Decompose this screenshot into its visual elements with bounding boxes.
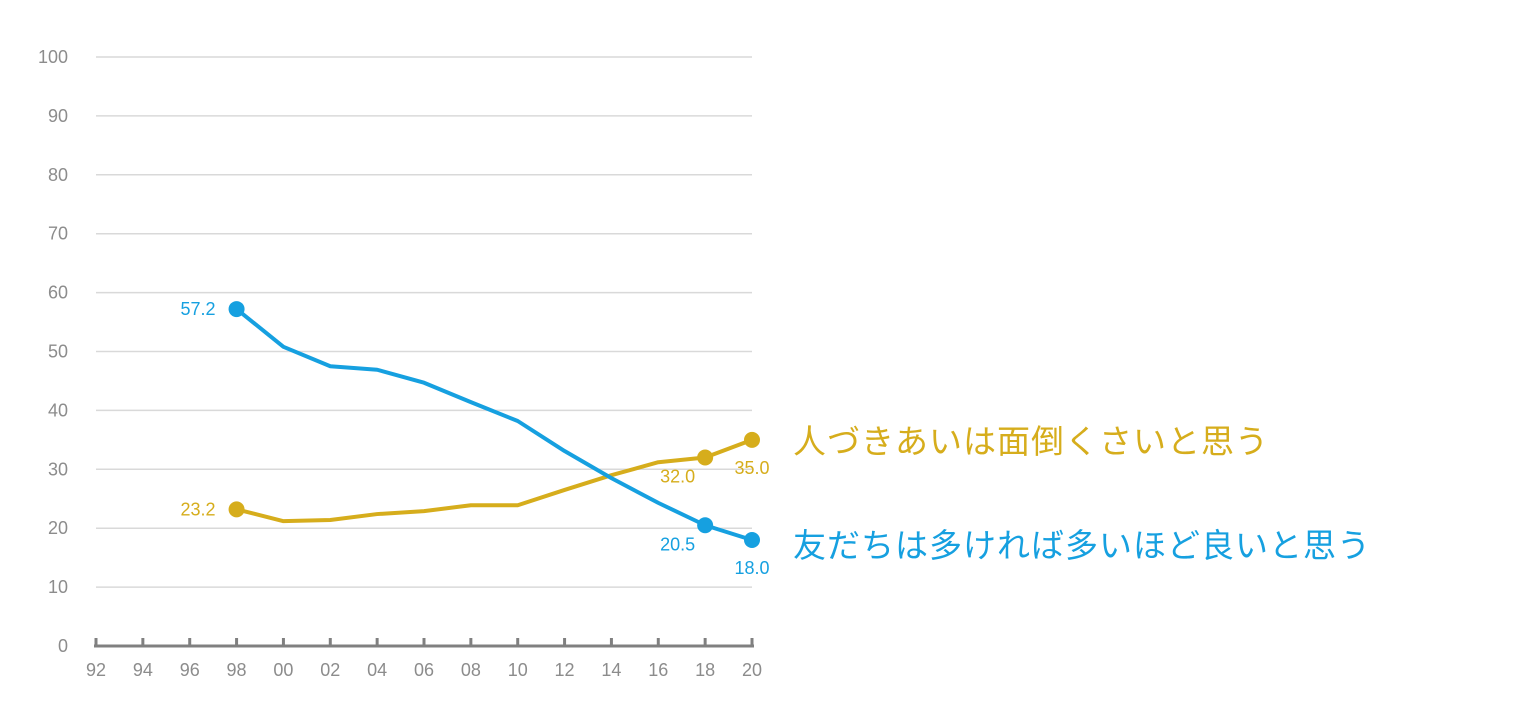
x-tick-label: 92 [86, 660, 106, 680]
x-tick-label: 10 [508, 660, 528, 680]
data-label: 32.0 [660, 467, 695, 487]
series-line-0 [236, 437, 753, 524]
data-label: 35.0 [734, 458, 769, 478]
legend-series-mendou: 人づきあいは面倒くさいと思う [793, 422, 1269, 461]
y-tick-label: 90 [48, 106, 68, 126]
y-tick-label: 60 [48, 283, 68, 303]
y-tick-label: 70 [48, 224, 68, 244]
y-tick-label: 0 [58, 636, 68, 656]
y-tick-label: 100 [38, 47, 68, 67]
x-tick-label: 20 [742, 660, 762, 680]
y-tick-label: 20 [48, 518, 68, 538]
data-label: 20.5 [660, 534, 695, 554]
legend-series-tomodachi: 友だちは多ければ多いほど良いと思う [793, 526, 1371, 565]
x-tick-label: 08 [461, 660, 481, 680]
x-tick-label: 94 [133, 660, 153, 680]
y-tick-label: 40 [48, 400, 68, 420]
x-tick-label: 14 [601, 660, 621, 680]
x-tick-label: 04 [367, 660, 387, 680]
data-point [228, 501, 245, 518]
data-point [697, 517, 714, 534]
x-tick-label: 18 [695, 660, 715, 680]
data-point [697, 449, 714, 466]
data-label: 18.0 [734, 558, 769, 578]
x-tick-label: 00 [273, 660, 293, 680]
x-tick-label: 02 [320, 660, 340, 680]
data-point [744, 531, 760, 548]
x-tick-label: 06 [414, 660, 434, 680]
series-line-1 [235, 307, 753, 542]
y-tick-label: 30 [48, 459, 68, 479]
data-label: 23.2 [181, 499, 216, 519]
x-tick-label: 16 [648, 660, 668, 680]
y-tick-label: 10 [48, 577, 68, 597]
x-tick-label: 98 [227, 660, 247, 680]
data-point [744, 431, 760, 448]
y-tick-label: 80 [48, 165, 68, 185]
data-point [228, 301, 245, 318]
y-tick-label: 50 [48, 342, 68, 362]
x-tick-label: 12 [555, 660, 575, 680]
data-label: 57.2 [181, 299, 216, 319]
x-tick-label: 96 [180, 660, 200, 680]
